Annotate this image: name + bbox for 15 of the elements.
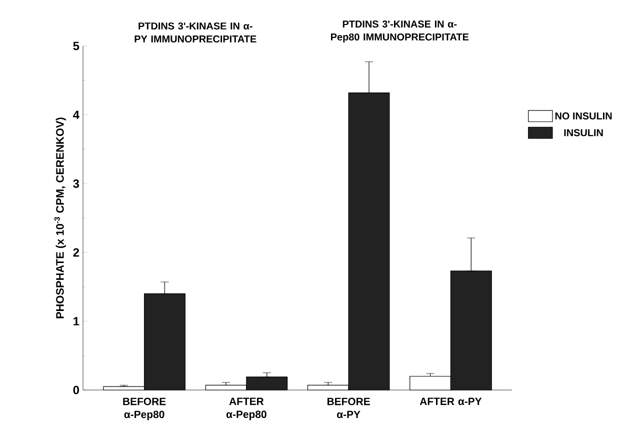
- text: PTDINS 3'-KINASE IN α-PY IMMUNOPRECIPITATE: [134, 22, 256, 42]
- y-tick-label: 3: [73, 179, 80, 188]
- text: PTDINS 3'-KINASE IN α-Pep80 IMMUNOPRECIPITATE: [331, 20, 469, 42]
- y-tick-label: 4: [73, 110, 80, 119]
- y-tick-label: 2: [73, 248, 80, 257]
- x-tick-label: BEFORE α-PY: [327, 398, 370, 418]
- x-tick-label: AFTER α-Pep80: [226, 398, 266, 420]
- x-tick-label: AFTER α-PY: [420, 398, 482, 406]
- y-axis-title: PHOSPHATE (x 10$^{-3}$ CPM, CERENKOV): [54, 118, 66, 318]
- y-tick-label: 5: [73, 42, 80, 50]
- y-tick-label: 0: [73, 386, 79, 394]
- y-tick-label: 1: [74, 317, 80, 326]
- x-tick-label: BEFORE α-Pep80: [123, 398, 166, 420]
- legend-label: INSULIN: [564, 129, 603, 136]
- legend-label: NO INSULIN: [555, 112, 612, 120]
